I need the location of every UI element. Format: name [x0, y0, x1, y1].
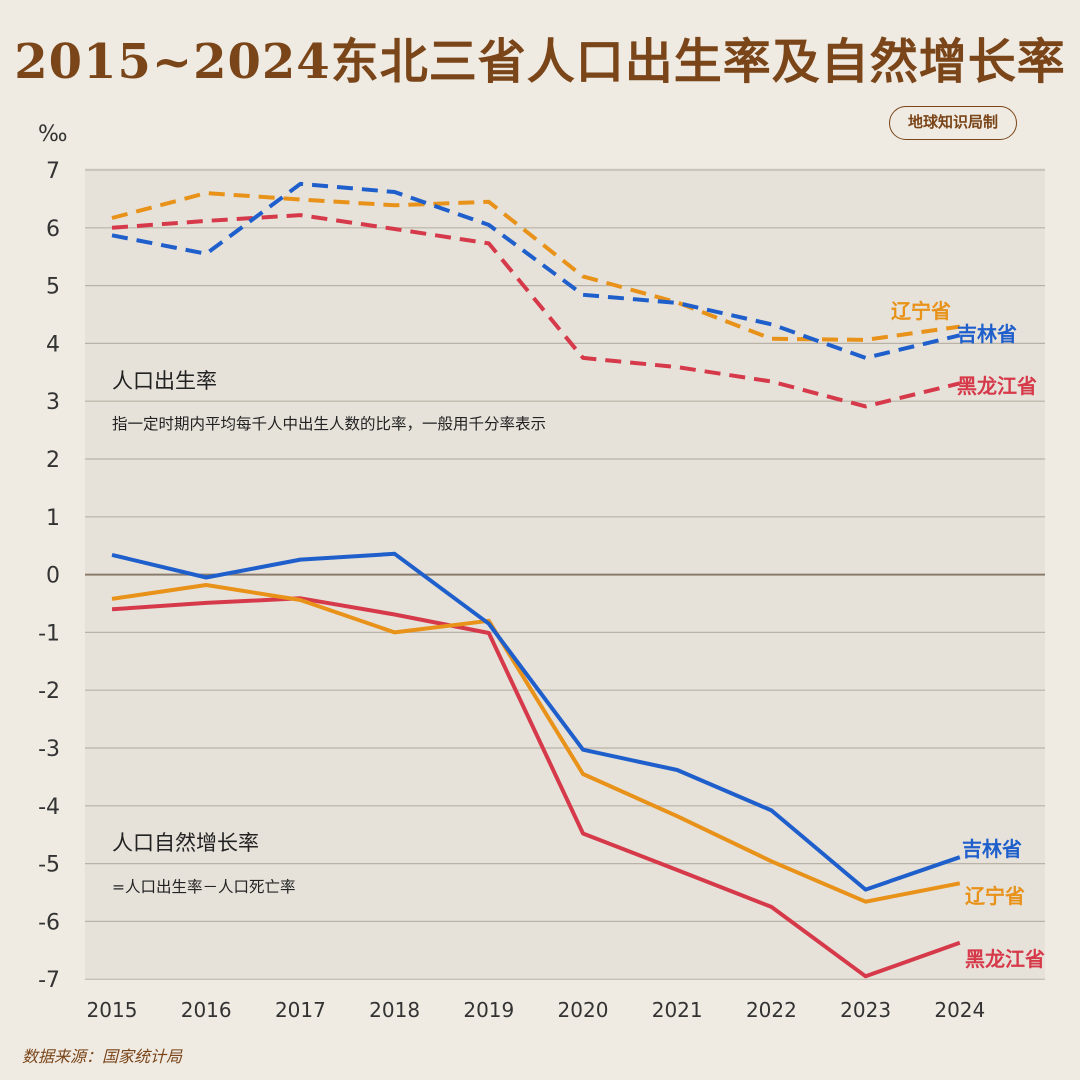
- series-line-liaoning-growth: [111, 583, 961, 904]
- y-tick-label: -1: [38, 621, 60, 646]
- x-tick-label: 2017: [275, 998, 326, 1022]
- x-tick-label: 2019: [463, 998, 514, 1022]
- series-label-jilin: 吉林省: [957, 322, 1017, 346]
- data-source: 数据来源：国家统计局: [22, 1047, 183, 1066]
- y-tick-label: 3: [46, 390, 60, 415]
- x-tick-label: 2024: [934, 998, 985, 1022]
- unit-label: ‰: [38, 122, 68, 147]
- natural-growth-title: 人口自然增长率: [112, 831, 259, 855]
- chart-title: 2015~2024东北三省人口出生率及自然增长率: [14, 34, 1066, 90]
- series-line-liaoning-birth: [111, 191, 961, 342]
- series-label-heilongjiang: 黑龙江省: [957, 374, 1037, 398]
- y-tick-label: -2: [38, 679, 60, 704]
- series-line-heilongjiang-birth: [111, 213, 961, 409]
- y-tick-label: 6: [46, 217, 60, 242]
- x-tick-labels: 2015 2016 2017 2018 2019 2020 2021 2022 2023 2024: [87, 998, 986, 1022]
- y-tick-label: 0: [46, 564, 60, 589]
- x-tick-label: 2023: [840, 998, 891, 1022]
- birth-rate-subtitle: 指一定时期内平均每千人中出生人数的比率，一般用千分率表示: [112, 415, 546, 433]
- x-tick-label: 2016: [181, 998, 232, 1022]
- y-tick-label: 5: [46, 275, 60, 300]
- x-tick-label: 2020: [558, 998, 609, 1022]
- birth-rate-title: 人口出生率: [112, 369, 217, 393]
- brand-badge: 地球知识局制: [889, 106, 1017, 140]
- y-tick-label: -4: [38, 795, 60, 820]
- y-tick-label: -6: [38, 910, 60, 935]
- y-tick-label: 7: [46, 159, 60, 184]
- y-tick-label: 1: [46, 506, 60, 531]
- x-tick-label: 2018: [369, 998, 420, 1022]
- series-line-heilongjiang-growth: [111, 596, 961, 979]
- y-tick-label: 4: [46, 332, 60, 357]
- series-line-jilin-birth: [111, 181, 961, 360]
- series-label-liaoning: 辽宁省: [891, 299, 951, 323]
- plot-background: [85, 168, 1045, 978]
- y-tick-labels: 7 6 5 4 3 2 1 0 -1 -2 -3 -4 -5 -6 -7: [38, 159, 60, 993]
- x-tick-label: 2015: [87, 998, 138, 1022]
- series-label-jilin: 吉林省: [962, 837, 1022, 861]
- y-tick-label: -7: [38, 968, 60, 993]
- x-tick-label: 2022: [746, 998, 797, 1022]
- series-line-jilin-growth: [111, 551, 961, 892]
- series-label-heilongjiang: 黑龙江省: [965, 947, 1045, 971]
- x-tick-label: 2021: [652, 998, 703, 1022]
- y-tick-label: -3: [38, 737, 60, 762]
- y-tick-label: -5: [38, 853, 60, 878]
- y-tick-label: 2: [46, 448, 60, 473]
- natural-growth-subtitle: =人口出生率－人口死亡率: [112, 878, 296, 896]
- series-label-liaoning: 辽宁省: [965, 884, 1025, 908]
- series-lines: [111, 181, 961, 979]
